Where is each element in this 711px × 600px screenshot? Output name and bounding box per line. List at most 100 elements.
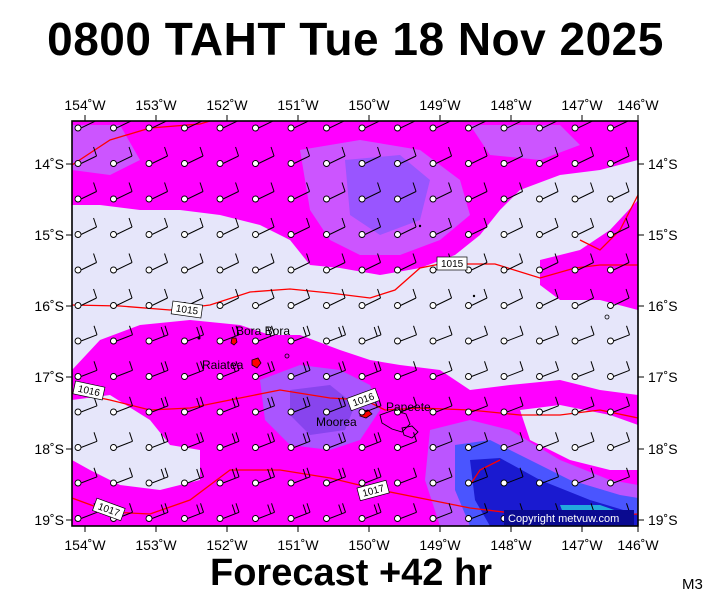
wind-barb — [74, 467, 98, 487]
wind-barb — [216, 253, 240, 274]
wind-barb — [181, 253, 204, 274]
wind-barb — [429, 467, 453, 487]
wind-barb — [571, 361, 595, 380]
svg-text:Copyright metvuw.com: Copyright metvuw.com — [508, 513, 619, 525]
forecast-label: Forecast +42 hr — [210, 552, 492, 594]
lon-label-top: 152˚W — [206, 97, 248, 113]
wind-barb — [536, 182, 559, 203]
wind-barb — [607, 146, 630, 167]
rain-purple-north — [345, 155, 430, 235]
wind-barb — [607, 361, 630, 380]
wind-barb — [323, 503, 346, 522]
lon-label-bottom: 146˚W — [617, 537, 659, 553]
lon-label-top: 150˚W — [348, 97, 390, 113]
wind-barb — [74, 288, 98, 309]
lon-labels-top: 154˚W 153˚W 152˚W 151˚W 150˚W 149˚W 148˚W 147˚W… — [64, 97, 659, 113]
wind-barb — [216, 288, 240, 309]
lat-label-right: 14˚S — [648, 156, 678, 172]
wind-barb — [323, 288, 346, 309]
wind-barb — [216, 217, 240, 238]
wind-barb — [110, 182, 133, 203]
wind-barb — [74, 325, 98, 345]
wind-barb — [252, 146, 275, 167]
map-ticks — [66, 115, 644, 532]
wind-barb — [181, 467, 204, 487]
wind-barb — [500, 288, 524, 309]
wind-barb — [287, 146, 311, 167]
wind-barb — [607, 325, 630, 345]
wind-barb — [323, 361, 346, 380]
lon-label-bottom: 153˚W — [135, 537, 177, 553]
lat-label-left: 18˚S — [34, 441, 64, 457]
wind-barb — [465, 432, 488, 451]
rain-violet-north-2 — [72, 125, 140, 175]
wind-barb — [465, 146, 488, 167]
wind-barb — [181, 146, 204, 167]
wind-barb — [110, 467, 133, 487]
wind-barb — [465, 361, 488, 380]
page-title: 0800 TAHT Tue 18 Nov 2025 — [47, 13, 664, 65]
wind-barb — [110, 146, 133, 167]
wind-barb — [287, 288, 311, 309]
copyright-badge: Copyright metvuw.com — [504, 510, 634, 525]
wind-barb — [607, 467, 630, 487]
wind-barb — [500, 253, 524, 274]
wind-barb — [358, 432, 382, 451]
lon-label-bottom: 148˚W — [490, 537, 532, 553]
wind-barb — [323, 467, 346, 487]
wind-barb — [216, 325, 240, 345]
lat-label-left: 14˚S — [34, 156, 64, 172]
lon-label-bottom: 147˚W — [561, 537, 603, 553]
isobar-label: 1017 — [356, 479, 390, 502]
wind-barb — [465, 503, 488, 522]
atoll-marker — [418, 224, 422, 228]
wind-barb — [536, 146, 559, 167]
wind-barb — [110, 396, 133, 416]
wind-barb — [536, 432, 559, 451]
wind-barb — [145, 325, 169, 345]
wind-barb — [74, 432, 98, 451]
wind-barb — [571, 467, 595, 487]
wind-barb — [358, 253, 382, 274]
wind-barb — [429, 182, 453, 203]
wind-barb — [571, 325, 595, 345]
wind-barb — [110, 361, 133, 380]
wind-barb — [145, 217, 169, 238]
dry-patch-south-west — [72, 395, 200, 490]
wind-barb — [394, 146, 417, 167]
wind-barb — [429, 361, 453, 380]
wind-barb — [181, 325, 204, 345]
wind-barb — [358, 182, 382, 203]
wind-barb — [607, 253, 630, 274]
wind-barb — [252, 253, 275, 274]
wind-barb — [429, 396, 453, 416]
wind-barb — [429, 503, 453, 522]
wind-barb — [465, 182, 488, 203]
lon-label-top: 153˚W — [135, 97, 177, 113]
lon-label-bottom: 149˚W — [419, 537, 461, 553]
wind-barb — [181, 182, 204, 203]
wind-barb — [181, 396, 204, 416]
wind-barb — [74, 361, 98, 380]
island-bora-bora — [230, 337, 238, 346]
wind-barb — [394, 253, 417, 274]
wind-barb — [216, 361, 240, 380]
isobar-label: 1015 — [170, 300, 204, 319]
wind-barb — [536, 288, 559, 309]
lat-label-right: 19˚S — [648, 512, 678, 528]
wind-barb — [252, 503, 275, 522]
wind-barb — [571, 432, 595, 451]
wind-barb — [181, 361, 204, 380]
wind-barb — [429, 217, 453, 238]
wind-barb — [465, 217, 488, 238]
lon-label-top: 151˚W — [277, 97, 319, 113]
wind-barb — [465, 467, 488, 487]
lon-label-top: 146˚W — [617, 97, 659, 113]
wind-barb — [571, 253, 595, 274]
lon-label-top: 148˚W — [490, 97, 532, 113]
wind-barb — [607, 288, 630, 309]
lon-label-bottom: 150˚W — [348, 537, 390, 553]
lat-labels-left: 14˚S 15˚S 16˚S 17˚S 18˚S 19˚S — [34, 156, 64, 528]
svg-text:1015: 1015 — [441, 259, 464, 270]
wind-barb — [571, 182, 595, 203]
